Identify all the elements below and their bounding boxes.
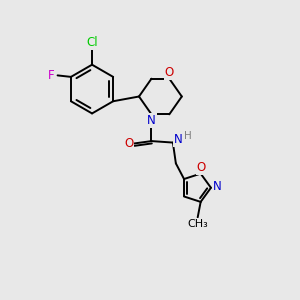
Text: N: N bbox=[213, 180, 222, 193]
Text: N: N bbox=[174, 133, 183, 146]
Text: O: O bbox=[196, 160, 206, 174]
Text: O: O bbox=[124, 137, 134, 150]
Text: F: F bbox=[48, 69, 54, 82]
Text: CH₃: CH₃ bbox=[187, 219, 208, 229]
Text: H: H bbox=[184, 131, 192, 141]
Text: Cl: Cl bbox=[86, 36, 98, 49]
Text: O: O bbox=[165, 66, 174, 79]
Text: N: N bbox=[147, 114, 156, 128]
